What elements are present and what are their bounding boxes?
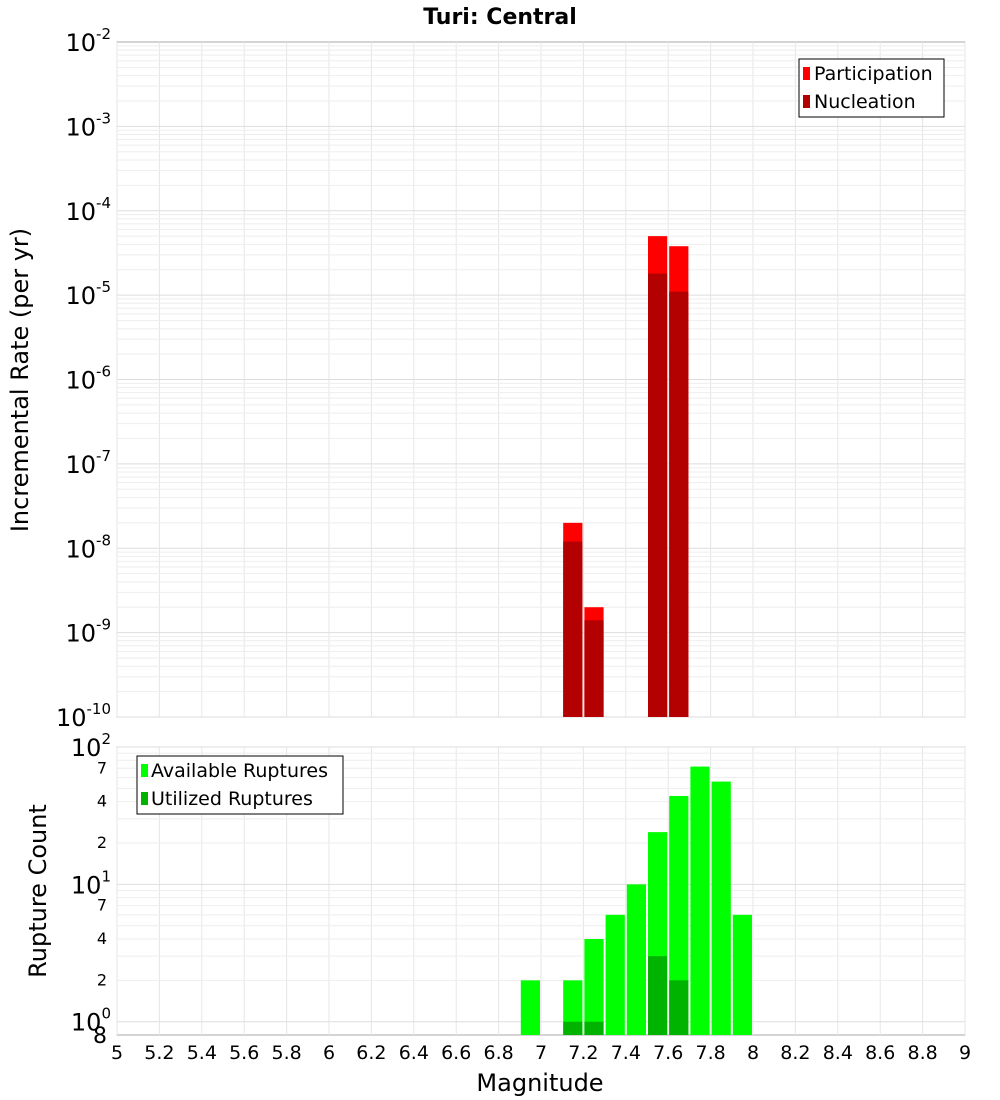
available-ruptures-bar bbox=[732, 914, 752, 1035]
y-tick-label: 10-10 bbox=[56, 700, 111, 732]
legend-label-available: Available Ruptures bbox=[151, 760, 328, 782]
y-minor-tick-label: 4 bbox=[97, 792, 107, 811]
count-plot-x-axis-label: Magnitude bbox=[476, 1069, 603, 1097]
y-minor-tick-label: 8 bbox=[93, 1024, 107, 1049]
count-plot-x-ticks: 5 5.2 5.4 5.6 5.8 6 6.2 6.4 6.6 6.8 7 7.2 7.4 7.6 7.8 8… bbox=[111, 1042, 971, 1064]
y-tick-label: 10-2 bbox=[65, 25, 111, 57]
available-ruptures-bar bbox=[605, 914, 625, 1035]
x-tick-label: 6 bbox=[323, 1042, 335, 1064]
count-plot-bars bbox=[520, 766, 752, 1035]
legend-swatch-available bbox=[141, 764, 148, 777]
y-tick-label: 10-7 bbox=[65, 447, 111, 479]
legend-label-utilized: Utilized Ruptures bbox=[151, 788, 313, 810]
y-tick-label: 10-6 bbox=[65, 363, 111, 395]
x-tick-label: 7.6 bbox=[653, 1042, 683, 1064]
x-tick-label: 7.4 bbox=[611, 1042, 641, 1064]
utilized-ruptures-bar bbox=[669, 980, 689, 1035]
x-tick-label: 8.4 bbox=[823, 1042, 853, 1064]
rate-plot-y-axis-label: Incremental Rate (per yr) bbox=[6, 228, 34, 532]
x-tick-label: 5.2 bbox=[144, 1042, 174, 1064]
legend-label-participation: Participation bbox=[814, 63, 933, 85]
y-minor-tick-label: 4 bbox=[97, 929, 107, 948]
y-tick-label: 100 bbox=[71, 1005, 111, 1037]
x-tick-label: 5.6 bbox=[229, 1042, 259, 1064]
rate-plot-grid bbox=[116, 42, 966, 718]
legend-swatch-utilized bbox=[141, 792, 148, 805]
y-minor-tick-label: 7 bbox=[97, 896, 107, 915]
y-minor-tick-label: 2 bbox=[97, 833, 107, 852]
legend-box bbox=[798, 58, 945, 118]
x-tick-label: 5 bbox=[111, 1042, 123, 1064]
x-tick-label: 7.8 bbox=[695, 1042, 725, 1064]
x-tick-label: 6.8 bbox=[483, 1042, 513, 1064]
x-tick-label: 6.2 bbox=[356, 1042, 386, 1064]
nucleation-bar bbox=[584, 620, 604, 717]
utilized-ruptures-bar bbox=[648, 956, 668, 1035]
y-tick-label: 10-4 bbox=[65, 194, 111, 226]
available-ruptures-bar bbox=[626, 884, 646, 1035]
y-tick-label: 101 bbox=[71, 867, 111, 899]
legend-box bbox=[136, 755, 344, 815]
rate-plot-legend: Participation Nucleation bbox=[798, 58, 945, 118]
rate-plot-bars bbox=[563, 236, 689, 718]
y-minor-tick-label: 7 bbox=[97, 758, 107, 777]
y-minor-tick-label: 2 bbox=[97, 970, 107, 989]
x-tick-label: 6.6 bbox=[441, 1042, 471, 1064]
x-tick-label: 7 bbox=[535, 1042, 547, 1064]
count-plot-legend: Available Ruptures Utilized Ruptures bbox=[136, 755, 344, 815]
available-ruptures-bar bbox=[584, 939, 604, 1035]
count-plot: 100 101 102 8 2 4 7 2 4 7 5 5.2 5.4 5.6 5.8 6 6.2 6.4 6.6… bbox=[24, 730, 971, 1097]
y-tick-label: 10-3 bbox=[65, 109, 111, 141]
y-tick-label: 10-9 bbox=[65, 616, 111, 648]
x-tick-label: 6.4 bbox=[399, 1042, 429, 1064]
x-tick-label: 8 bbox=[747, 1042, 759, 1064]
x-tick-label: 9 bbox=[959, 1042, 971, 1064]
x-tick-label: 8.8 bbox=[907, 1042, 937, 1064]
x-tick-label: 5.4 bbox=[187, 1042, 217, 1064]
count-plot-y-axis-label: Rupture Count bbox=[24, 804, 52, 978]
nucleation-bar bbox=[563, 541, 583, 717]
x-tick-label: 8.2 bbox=[780, 1042, 810, 1064]
y-tick-label: 10-5 bbox=[65, 278, 111, 310]
legend-label-nucleation: Nucleation bbox=[814, 91, 916, 113]
x-tick-label: 8.6 bbox=[865, 1042, 895, 1064]
available-ruptures-bar bbox=[669, 795, 689, 1035]
available-ruptures-bar bbox=[690, 766, 710, 1035]
rate-plot-y-ticks: 10-10 10-9 10-8 10-7 10-6 10-5 10-4 10-3 10-2 bbox=[56, 25, 111, 732]
available-ruptures-bar bbox=[520, 980, 540, 1035]
available-ruptures-bar bbox=[563, 980, 583, 1035]
utilized-ruptures-bar bbox=[584, 1021, 604, 1035]
count-plot-y-ticks: 100 101 102 8 2 4 7 2 4 7 bbox=[71, 730, 111, 1049]
nucleation-bar bbox=[648, 273, 668, 717]
y-tick-label: 10-8 bbox=[65, 531, 111, 563]
legend-swatch-participation bbox=[803, 67, 810, 80]
nucleation-bar bbox=[669, 291, 689, 717]
x-tick-label: 7.2 bbox=[568, 1042, 598, 1064]
legend-swatch-nucleation bbox=[803, 95, 810, 108]
x-tick-label: 5.8 bbox=[271, 1042, 301, 1064]
count-plot-grid bbox=[116, 746, 966, 1035]
utilized-ruptures-bar bbox=[563, 1021, 583, 1035]
available-ruptures-bar bbox=[711, 781, 731, 1035]
y-tick-label: 102 bbox=[71, 730, 111, 762]
chart-title: Turi: Central bbox=[423, 5, 577, 30]
rate-plot: 10-10 10-9 10-8 10-7 10-6 10-5 10-4 10-3 10-2 In… bbox=[6, 25, 966, 732]
